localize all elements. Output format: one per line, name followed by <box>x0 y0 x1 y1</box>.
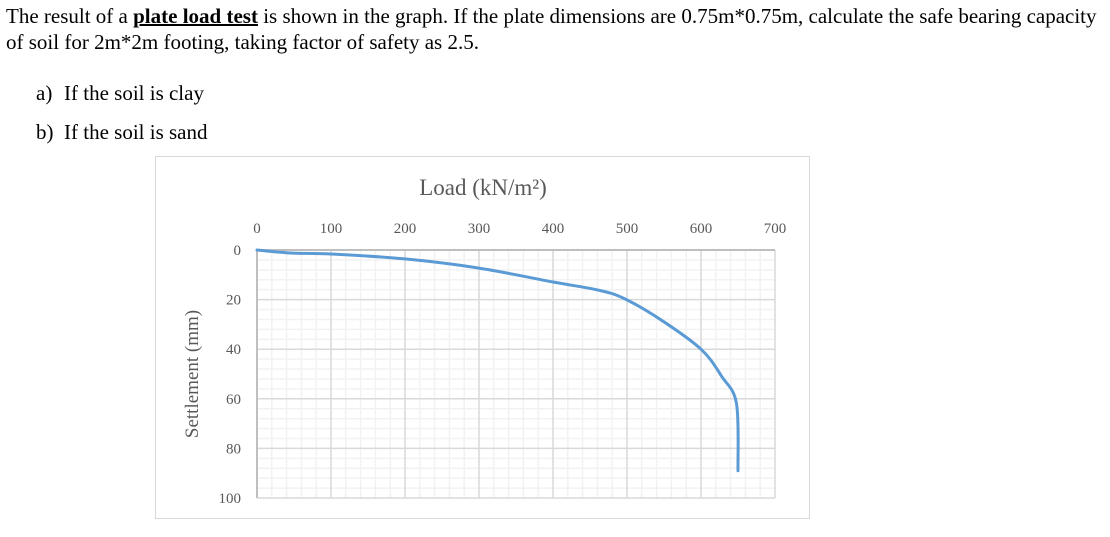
x-tick-label: 500 <box>616 221 639 237</box>
question-highlight: plate load test <box>133 4 258 28</box>
option-text: If the soil is clay <box>64 81 204 105</box>
y-tick-label: 100 <box>219 491 242 507</box>
y-axis-title: Settlement (mm) <box>182 310 203 438</box>
option-text: If the soil is sand <box>64 120 208 144</box>
question-text: The result of a plate load test is shown… <box>6 3 1106 55</box>
y-axis-ticks: 0 20 40 60 80 100 <box>219 243 242 507</box>
y-tick-label: 60 <box>226 392 241 408</box>
chart-title: Load (kN/m²) <box>419 175 547 200</box>
x-tick-label: 600 <box>690 221 713 237</box>
option-label: a) <box>36 81 53 105</box>
option-label: b) <box>36 120 54 144</box>
y-tick-label: 0 <box>234 243 242 259</box>
series-line <box>255 248 740 473</box>
x-tick-label: 100 <box>320 221 343 237</box>
x-tick-label: 300 <box>468 221 491 237</box>
option-a: a) If the soil is clay <box>36 80 207 119</box>
options-list: a) If the soil is clay b) If the soil is s… <box>36 80 207 158</box>
x-tick-label: 700 <box>764 221 787 237</box>
chart-grid <box>256 249 776 499</box>
option-b: b) If the soil is sand <box>36 119 207 158</box>
x-tick-label: 0 <box>253 221 261 237</box>
x-axis-ticks: 0 100 200 300 400 500 600 700 <box>253 221 786 237</box>
question-part2: is shown in the graph. If the plate dime… <box>6 4 1097 54</box>
y-tick-label: 40 <box>226 342 241 358</box>
y-tick-label: 20 <box>226 293 241 309</box>
y-tick-label: 80 <box>226 441 241 457</box>
question-part1: The result of a <box>6 4 134 28</box>
x-tick-label: 200 <box>394 221 417 237</box>
x-tick-label: 400 <box>542 221 565 237</box>
